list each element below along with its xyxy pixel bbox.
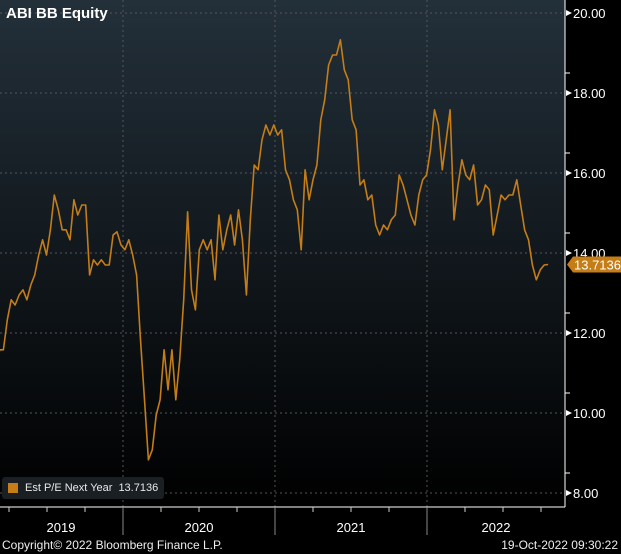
chart-title: ABI BB Equity bbox=[6, 5, 108, 22]
x-tick-label: 2021 bbox=[337, 520, 366, 535]
x-tick-label: 2020 bbox=[185, 520, 214, 535]
legend-label: Est P/E Next Year bbox=[25, 482, 113, 494]
y-tick-label: 12.00 bbox=[573, 326, 606, 341]
y-tick-label: 20.00 bbox=[573, 6, 606, 21]
timestamp: 19-Oct-2022 09:30:22 bbox=[501, 538, 618, 552]
copyright: Copyright© 2022 Bloomberg Finance L.P. bbox=[2, 538, 223, 552]
y-tick-marker bbox=[566, 10, 572, 16]
y-tick-marker bbox=[566, 490, 572, 496]
y-tick-label: 16.00 bbox=[573, 166, 606, 181]
x-tick-label: 2022 bbox=[482, 520, 511, 535]
last-value-tag bbox=[567, 256, 621, 273]
series-line-est-pe bbox=[0, 38, 549, 461]
y-tick-label: 10.00 bbox=[573, 406, 606, 421]
legend-value: 13.7136 bbox=[118, 482, 159, 494]
y-tick-label: 8.00 bbox=[573, 486, 598, 501]
legend-swatch bbox=[8, 483, 18, 493]
y-tick-marker bbox=[566, 330, 572, 336]
y-tick-marker bbox=[566, 170, 572, 176]
y-tick-marker bbox=[566, 90, 572, 96]
legend[interactable]: Est P/E Next Year 13.7136 bbox=[2, 477, 165, 499]
y-tick-marker bbox=[566, 410, 572, 416]
y-tick-label: 18.00 bbox=[573, 86, 606, 101]
y-tick-marker bbox=[566, 250, 572, 256]
last-value-label: 13.7136 bbox=[574, 257, 621, 272]
x-tick-label: 2019 bbox=[47, 520, 76, 535]
